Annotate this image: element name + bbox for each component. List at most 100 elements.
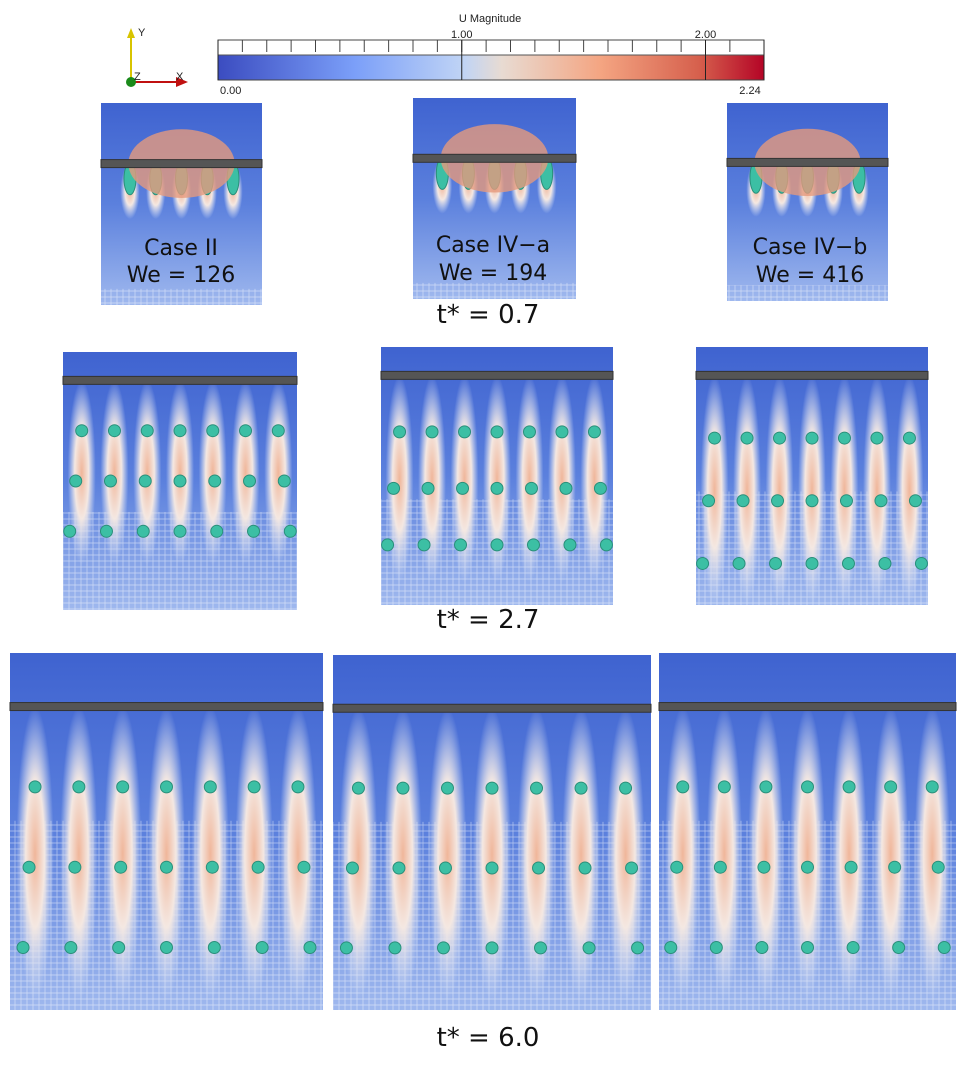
droplet	[842, 780, 856, 794]
droplet	[351, 781, 365, 795]
rail	[695, 370, 929, 380]
axis-label: Z	[134, 71, 141, 83]
plume	[165, 380, 195, 565]
mesh	[413, 282, 576, 299]
droplet	[490, 538, 504, 552]
plume	[472, 708, 512, 1002]
droplet	[532, 861, 546, 875]
droplet	[438, 861, 452, 875]
simulation-panel	[726, 103, 889, 301]
droplet	[247, 780, 261, 794]
droplet	[243, 474, 257, 488]
simulation-panel	[380, 347, 614, 605]
plume	[103, 706, 142, 1002]
droplet	[555, 425, 569, 439]
we-label: We = 416	[756, 263, 864, 288]
droplet	[28, 780, 42, 794]
plume	[765, 375, 794, 606]
tick-label: 1.00	[451, 29, 472, 41]
plume	[748, 706, 784, 1002]
droplet	[736, 494, 750, 508]
plume	[450, 375, 479, 583]
droplet	[112, 941, 126, 955]
droplet	[805, 431, 819, 445]
droplet	[878, 556, 892, 570]
droplet	[206, 424, 220, 438]
droplet	[732, 556, 746, 570]
time-label: t* = 0.7	[437, 300, 540, 330]
droplet	[207, 941, 221, 955]
droplet	[740, 431, 754, 445]
axes-triad: Y Z X	[126, 27, 188, 87]
droplet	[670, 860, 684, 874]
droplet	[844, 860, 858, 874]
we-label: We = 194	[439, 261, 547, 286]
simulation-panel	[658, 653, 957, 1010]
droplet	[578, 861, 592, 875]
rail	[332, 703, 652, 713]
plume	[235, 706, 273, 1002]
droplet	[160, 941, 173, 955]
rail	[100, 159, 263, 169]
droplet	[388, 941, 402, 955]
plume	[100, 380, 129, 565]
droplet	[708, 431, 722, 445]
droplet	[72, 780, 86, 794]
droplet	[582, 941, 596, 955]
plume	[895, 375, 924, 606]
tick-label: 2.24	[739, 85, 760, 97]
plume	[561, 708, 601, 1002]
droplet	[99, 524, 113, 538]
axis-label: Y	[138, 27, 146, 39]
plume	[133, 380, 162, 565]
droplet	[297, 860, 311, 874]
mesh	[101, 288, 262, 305]
droplet	[381, 538, 395, 552]
droplet	[574, 781, 588, 795]
droplet	[702, 494, 716, 508]
droplet	[625, 861, 639, 875]
case-label: Case II	[144, 236, 218, 261]
simulation-panel	[62, 352, 298, 610]
droplet	[345, 861, 359, 875]
droplet	[283, 524, 297, 538]
droplet	[68, 860, 82, 874]
droplet	[138, 474, 152, 488]
droplet	[892, 941, 906, 955]
rail	[658, 702, 957, 712]
simulation-panel	[9, 653, 324, 1010]
droplet	[524, 481, 538, 495]
droplet	[396, 781, 410, 795]
droplet	[534, 941, 548, 955]
simulation-panel	[100, 103, 263, 305]
droplet	[116, 780, 130, 794]
droplet	[676, 780, 690, 794]
droplet	[63, 524, 77, 538]
droplet	[64, 941, 78, 955]
plume	[789, 706, 826, 1002]
droplet	[805, 556, 819, 570]
droplet	[563, 538, 577, 552]
droplet	[522, 425, 536, 439]
rail	[726, 157, 889, 167]
droplet	[339, 941, 353, 955]
colorbar-title: U Magnitude	[459, 13, 521, 25]
case-label: Case IV−a	[436, 233, 550, 258]
tick-label: 0.00	[220, 85, 241, 97]
droplet	[870, 431, 884, 445]
droplet	[16, 941, 30, 955]
droplet	[837, 431, 851, 445]
droplet	[801, 860, 814, 874]
droplet	[454, 538, 468, 552]
plume	[60, 706, 98, 1002]
droplet	[773, 431, 787, 445]
droplet	[485, 781, 499, 795]
droplet	[908, 494, 922, 508]
droplet	[160, 860, 173, 874]
droplet	[490, 425, 504, 439]
droplet	[769, 556, 783, 570]
we-label: We = 126	[127, 263, 235, 288]
droplet	[160, 780, 173, 794]
droplet	[530, 781, 544, 795]
